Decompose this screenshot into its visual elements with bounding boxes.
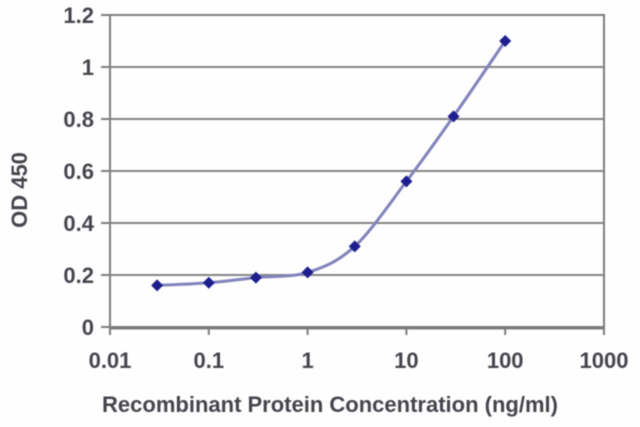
y-tick-label: 0.8	[63, 107, 94, 132]
data-point-marker	[447, 110, 460, 123]
y-axis-title: OD 450	[7, 152, 32, 228]
x-axis-title: Recombinant Protein Concentration (ng/ml…	[102, 392, 558, 417]
data-series	[151, 35, 512, 292]
y-axis-ticks: 0 0.2 0.4 0.6 0.8 1 1.2	[63, 3, 110, 340]
x-tick-label: 0.01	[89, 348, 132, 373]
data-point-marker	[151, 279, 164, 292]
y-tick-label: 0.6	[63, 159, 94, 184]
x-tick-label: 10	[394, 348, 418, 373]
data-point-marker	[202, 276, 215, 289]
y-axis-label-group: OD 450	[7, 152, 32, 228]
y-tick-label: 0	[82, 315, 94, 340]
y-tick-label: 1	[82, 55, 94, 80]
data-point-marker	[301, 266, 314, 279]
x-axis-ticks: 0.01 0.1 1 10 100 1000	[89, 327, 629, 373]
x-tick-label: 1000	[580, 348, 629, 373]
data-point-marker	[249, 271, 262, 284]
x-tick-label: 0.1	[194, 348, 225, 373]
data-point-marker	[348, 240, 361, 253]
x-axis-label-group: Recombinant Protein Concentration (ng/ml…	[102, 392, 558, 417]
x-tick-label: 1	[301, 348, 313, 373]
data-point-marker	[400, 175, 413, 188]
x-tick-label: 100	[487, 348, 524, 373]
series-line	[155, 39, 507, 287]
y-tick-label: 0.4	[63, 211, 94, 236]
y-tick-label: 0.2	[63, 263, 94, 288]
y-tick-label: 1.2	[63, 3, 94, 28]
data-point-marker	[499, 35, 512, 47]
gridlines	[110, 66, 604, 276]
